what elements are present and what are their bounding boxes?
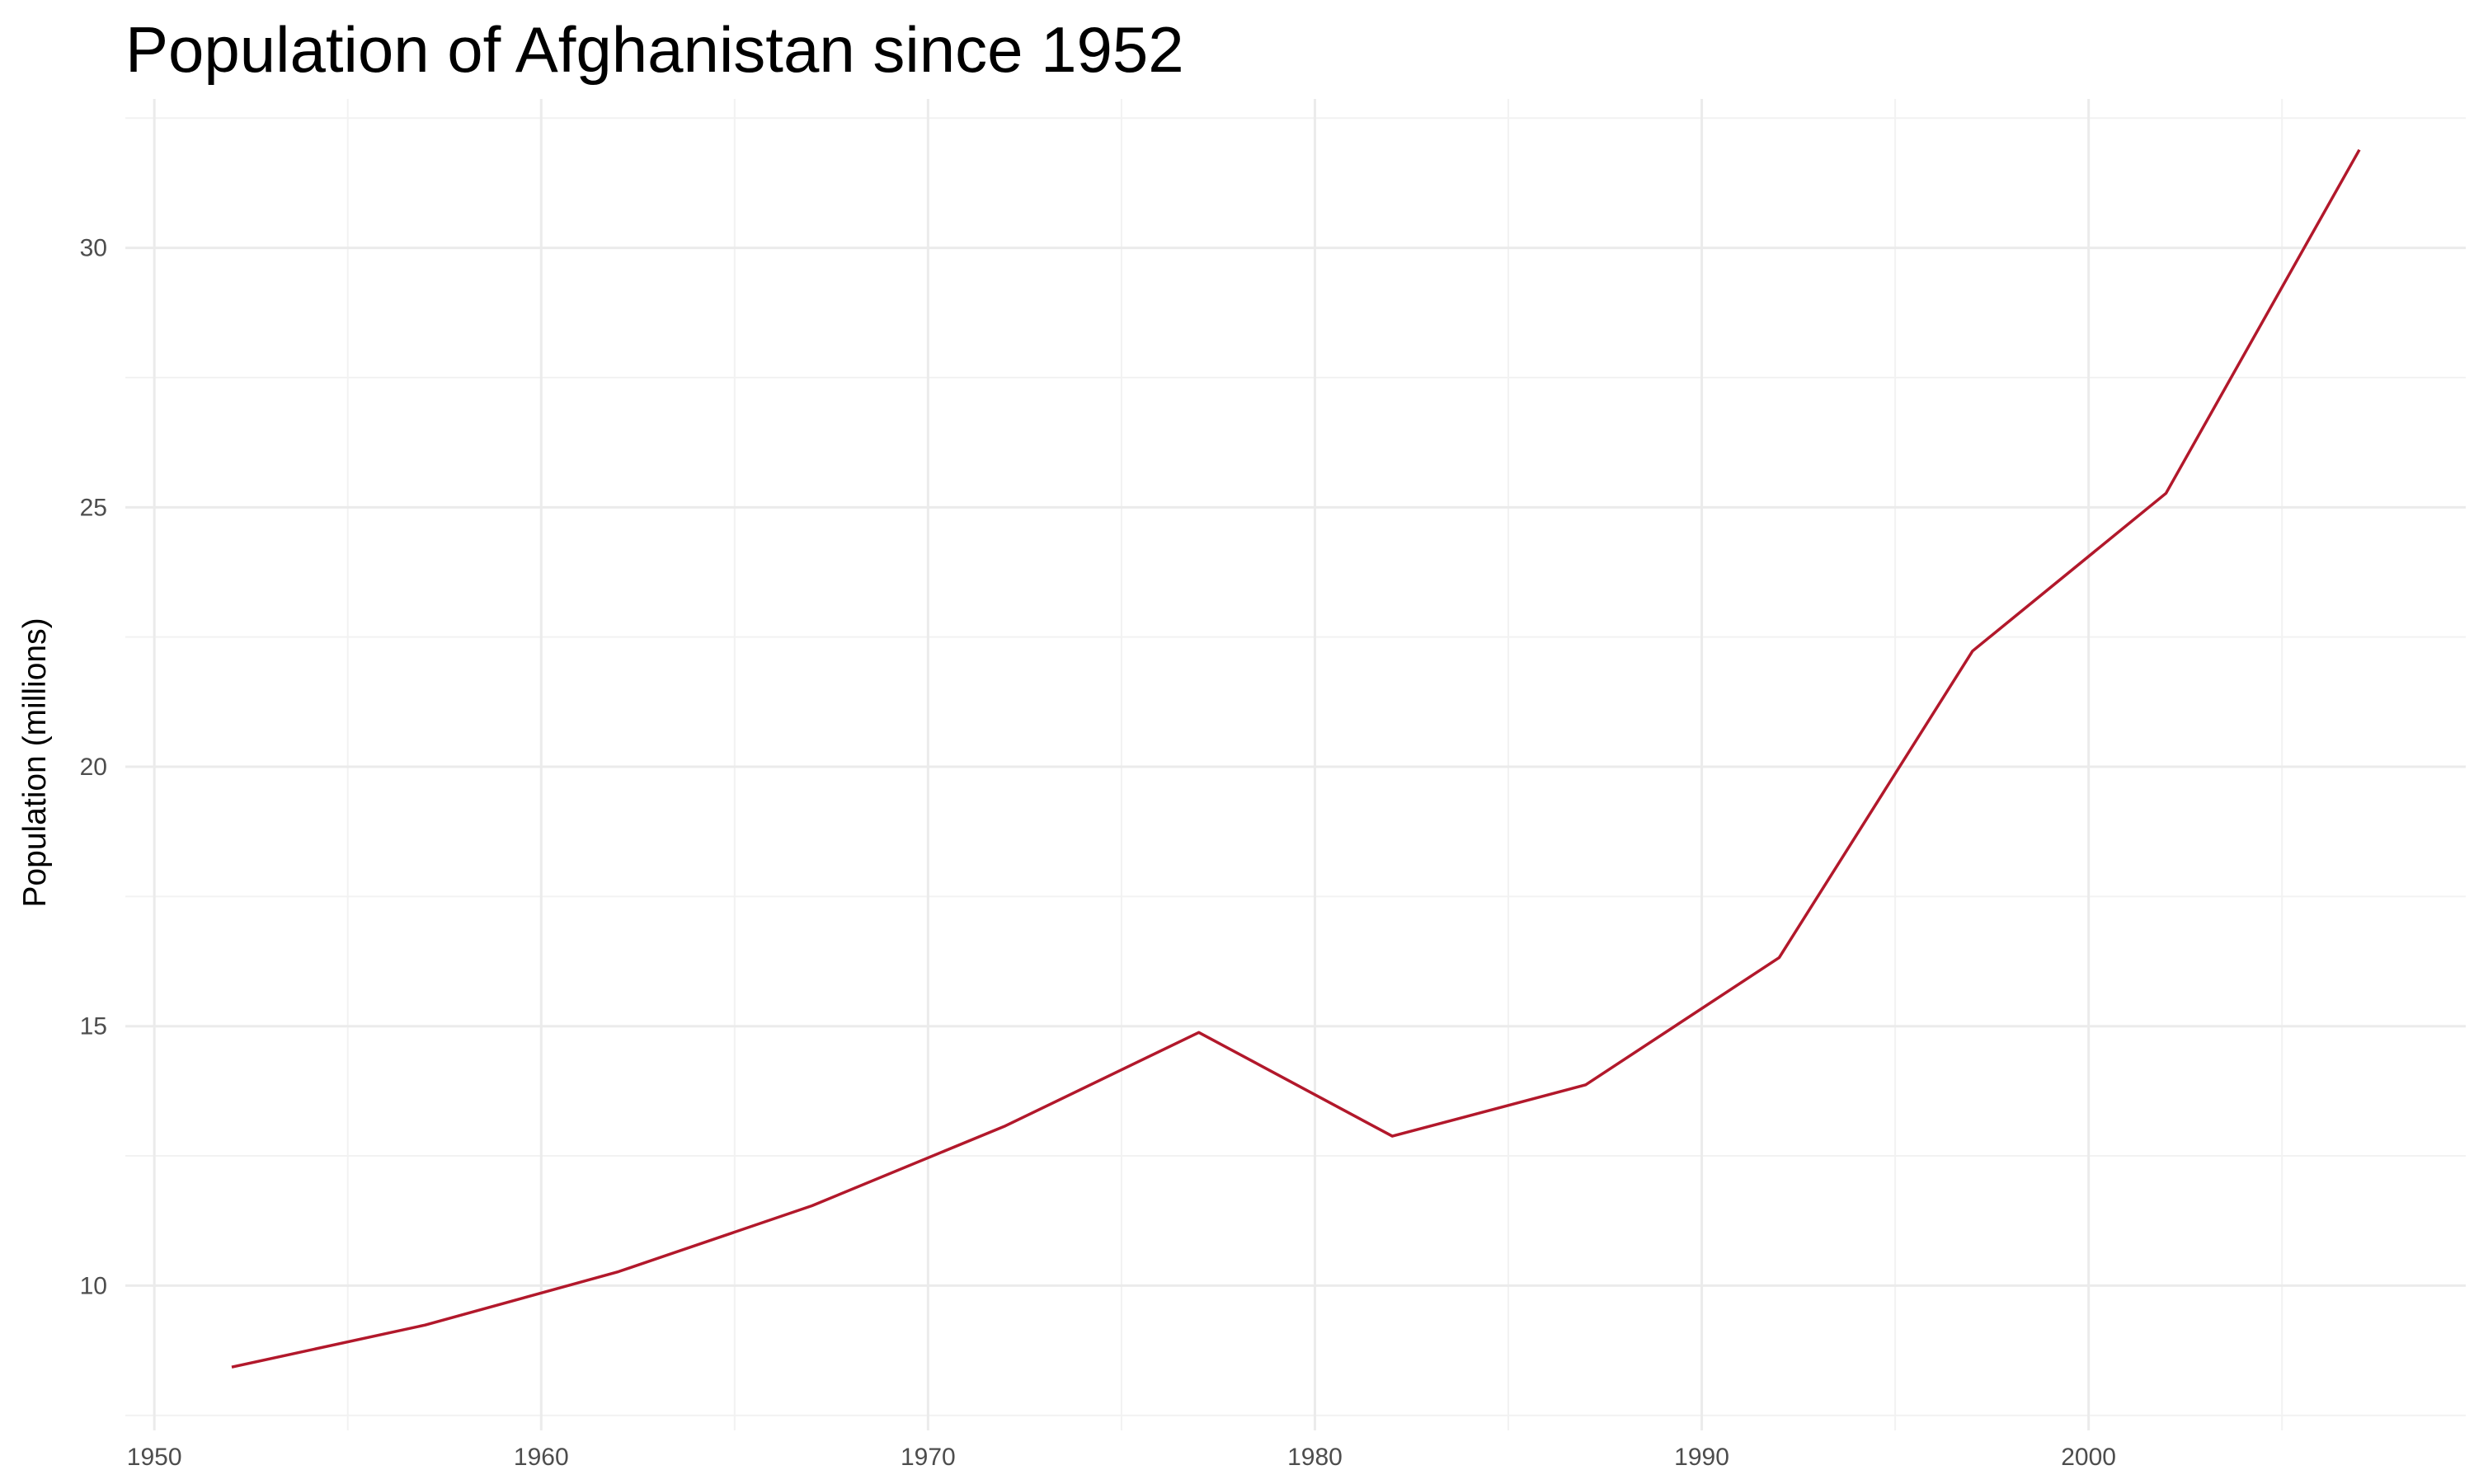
x-tick-label: 2000 xyxy=(2061,1444,2116,1471)
x-tick-label: 1980 xyxy=(1287,1444,1343,1471)
y-tick-label: 15 xyxy=(80,1013,107,1040)
x-tick-label: 1960 xyxy=(514,1444,569,1471)
chart-title: Population of Afghanistan since 1952 xyxy=(125,13,1184,86)
y-tick-label: 25 xyxy=(80,494,107,521)
x-tick-label: 1990 xyxy=(1674,1444,1729,1471)
x-tick-label: 1970 xyxy=(901,1444,956,1471)
y-tick-label: 10 xyxy=(80,1272,107,1299)
x-tick-label: 1950 xyxy=(127,1444,182,1471)
series-line-afghanistan xyxy=(231,148,2361,1369)
y-axis-title: Population (millions) xyxy=(17,618,53,907)
series-layer xyxy=(231,148,2361,1369)
minor-gridlines xyxy=(125,99,2466,1430)
major-gridlines xyxy=(125,99,2466,1430)
y-axis-tick-labels: 10 15 20 25 30 xyxy=(80,235,107,1300)
y-tick-label: 30 xyxy=(80,235,107,262)
y-tick-label: 20 xyxy=(80,754,107,781)
x-axis-tick-labels: 1950 1960 1970 1980 1990 2000 xyxy=(127,1444,2116,1471)
